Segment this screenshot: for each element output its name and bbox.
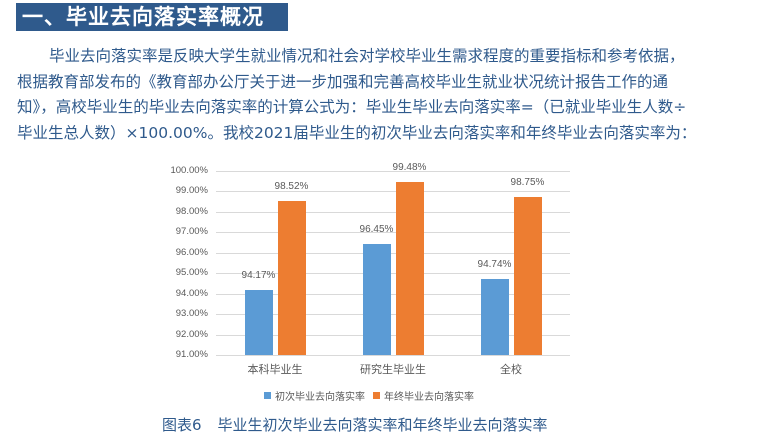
y-tick-label: 96.00% [175,247,208,258]
y-tick-label: 97.00% [175,226,208,237]
gridline [216,253,570,254]
gridline [216,355,570,356]
y-tick-label: 99.00% [175,185,208,196]
gridline [216,294,570,295]
x-category-label: 全校 [500,363,522,376]
chart-legend: 初次毕业去向落实率 年终毕业去向落实率 [264,388,474,403]
gridline [216,212,570,213]
y-tick-label: 95.00% [175,267,208,278]
bar-initial [480,278,509,355]
gridline [216,335,570,336]
data-label: 98.75% [510,176,545,188]
x-category-label: 研究生毕业生 [360,363,426,376]
gridline [216,314,570,315]
y-tick-label: 94.00% [175,288,208,299]
figure-number: 图表6 [162,416,202,434]
data-label: 96.45% [359,223,394,235]
paragraph-line: 毕业生总人数）×100.00%。我校2021届毕业生的初次毕业去向落实率和年终毕… [17,123,697,142]
gridline [216,232,570,233]
data-label: 94.74% [477,258,512,270]
gridline [216,273,570,274]
y-tick-label: 98.00% [175,206,208,217]
intro-paragraph: 毕业去向落实率是反映大学生就业情况和社会对学校毕业生需求程度的重要指标和参考依据… [17,44,777,146]
paragraph-line: 知》，高校毕业生的毕业去向落实率的计算公式为：毕业生毕业去向落实率=（已就业毕业… [17,98,687,116]
bar-final [277,201,306,355]
figure-title: 毕业生初次毕业去向落实率和年终毕业去向落实率 [217,416,548,434]
legend-label-initial: 初次毕业去向落实率 [275,392,365,403]
gridline [216,171,570,172]
data-label: 99.48% [392,161,427,173]
x-category-label: 本科毕业生 [247,363,303,376]
paragraph-line: 根据教育部发布的《教育部办公厅关于进一步加强和完善高校毕业生就业状况统计报告工作… [17,72,669,91]
legend-swatch-final [373,392,380,399]
bar-final [513,196,542,355]
data-label: 98.52% [274,181,309,193]
figure-caption: 图表6 毕业生初次毕业去向落实率和年终毕业去向落实率 [162,414,548,435]
legend-label-final: 年终毕业去向落实率 [384,392,474,403]
bar-initial [244,290,273,355]
paragraph-line: 毕业去向落实率是反映大学生就业情况和社会对学校毕业生需求程度的重要指标和参考依据… [49,47,685,65]
y-tick-label: 92.00% [175,329,208,340]
bar-final [395,181,424,355]
y-tick-label: 91.00% [175,349,208,360]
legend-swatch-initial [264,392,271,399]
y-tick-label: 100.00% [170,165,208,176]
bar-initial [362,243,391,355]
section-heading: 一、毕业去向落实率概况 [16,3,288,31]
y-tick-label: 93.00% [175,308,208,319]
data-label: 94.17% [241,270,276,282]
gridline [216,191,570,192]
